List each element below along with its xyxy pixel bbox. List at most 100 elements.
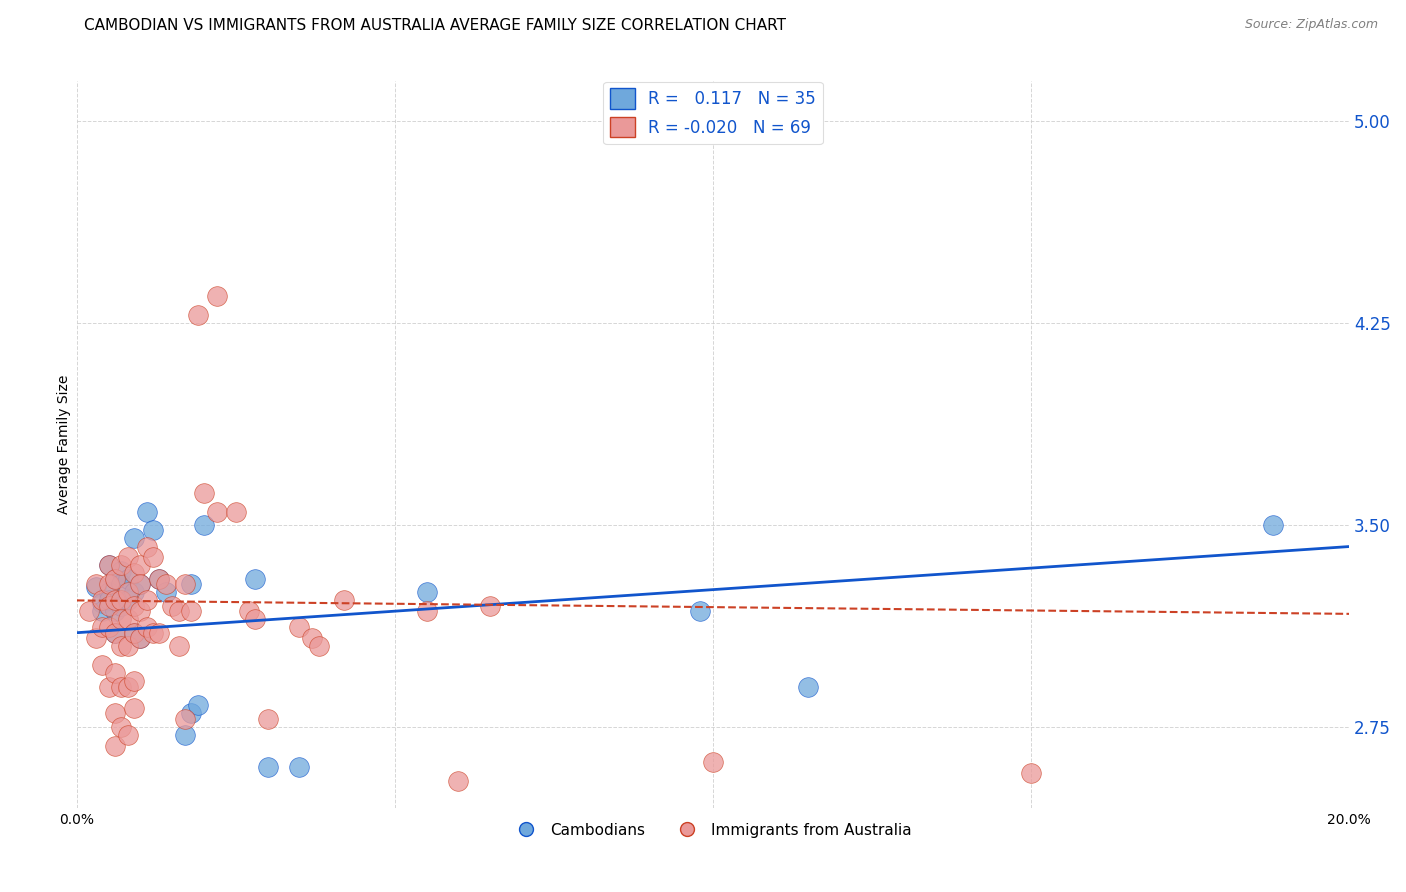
Immigrants from Australia [117,639,139,653]
Immigrants from Australia [91,658,114,673]
Immigrants from Australia [447,773,470,788]
Immigrants from Australia [160,599,183,613]
Immigrants from Australia [84,577,107,591]
Immigrants from Australia [155,577,177,591]
Cambodians [117,572,139,586]
Cambodians [122,625,145,640]
Y-axis label: Average Family Size: Average Family Size [58,375,72,514]
Cambodians [180,577,202,591]
Immigrants from Australia [129,577,152,591]
Immigrants from Australia [148,572,170,586]
Immigrants from Australia [104,572,127,586]
Immigrants from Australia [110,639,132,653]
Immigrants from Australia [104,625,127,640]
Immigrants from Australia [97,558,120,573]
Immigrants from Australia [174,577,197,591]
Cambodians [256,760,278,774]
Immigrants from Australia [104,706,127,721]
Cambodians [104,604,127,618]
Immigrants from Australia [205,504,228,518]
Immigrants from Australia [110,593,132,607]
Cambodians [104,572,127,586]
Cambodians [91,596,114,610]
Immigrants from Australia [415,604,437,618]
Immigrants from Australia [148,625,170,640]
Immigrants from Australia [225,504,247,518]
Immigrants from Australia [167,604,190,618]
Immigrants from Australia [84,631,107,645]
Cambodians [104,625,127,640]
Immigrants from Australia [97,680,120,694]
Immigrants from Australia [205,289,228,303]
Cambodians [288,760,311,774]
Immigrants from Australia [167,639,190,653]
Immigrants from Australia [129,631,152,645]
Immigrants from Australia [117,680,139,694]
Immigrants from Australia [104,739,127,753]
Text: Source: ZipAtlas.com: Source: ZipAtlas.com [1244,18,1378,31]
Cambodians [187,698,209,713]
Immigrants from Australia [238,604,260,618]
Cambodians [110,577,132,591]
Immigrants from Australia [256,712,278,726]
Immigrants from Australia [142,550,165,565]
Legend: Cambodians, Immigrants from Australia: Cambodians, Immigrants from Australia [509,816,917,844]
Immigrants from Australia [97,599,120,613]
Immigrants from Australia [1019,765,1042,780]
Immigrants from Australia [122,599,145,613]
Immigrants from Australia [187,308,209,322]
Immigrants from Australia [135,620,157,634]
Immigrants from Australia [79,604,101,618]
Cambodians [148,572,170,586]
Immigrants from Australia [702,755,724,769]
Immigrants from Australia [97,620,120,634]
Cambodians [110,564,132,578]
Immigrants from Australia [122,566,145,581]
Immigrants from Australia [135,540,157,554]
Immigrants from Australia [110,680,132,694]
Cambodians [193,518,215,533]
Immigrants from Australia [91,593,114,607]
Cambodians [135,504,157,518]
Cambodians [97,558,120,573]
Immigrants from Australia [91,620,114,634]
Immigrants from Australia [122,674,145,689]
Cambodians [142,524,165,538]
Immigrants from Australia [117,728,139,742]
Cambodians [415,585,437,599]
Immigrants from Australia [122,701,145,715]
Immigrants from Australia [308,639,330,653]
Cambodians [84,580,107,594]
Cambodians [155,585,177,599]
Cambodians [97,585,120,599]
Immigrants from Australia [117,585,139,599]
Cambodians [180,706,202,721]
Immigrants from Australia [104,666,127,681]
Cambodians [129,577,152,591]
Immigrants from Australia [110,720,132,734]
Cambodians [243,572,266,586]
Immigrants from Australia [142,625,165,640]
Immigrants from Australia [135,593,157,607]
Cambodians [1261,518,1284,533]
Immigrants from Australia [301,631,323,645]
Immigrants from Australia [110,558,132,573]
Cambodians [689,604,711,618]
Immigrants from Australia [117,612,139,626]
Immigrants from Australia [97,577,120,591]
Cambodians [122,532,145,546]
Cambodians [117,593,139,607]
Cambodians [97,593,120,607]
Cambodians [110,599,132,613]
Text: CAMBODIAN VS IMMIGRANTS FROM AUSTRALIA AVERAGE FAMILY SIZE CORRELATION CHART: CAMBODIAN VS IMMIGRANTS FROM AUSTRALIA A… [84,18,786,33]
Cambodians [174,728,197,742]
Immigrants from Australia [479,599,502,613]
Immigrants from Australia [129,604,152,618]
Immigrants from Australia [110,612,132,626]
Cambodians [91,604,114,618]
Immigrants from Australia [193,485,215,500]
Immigrants from Australia [288,620,311,634]
Cambodians [129,631,152,645]
Immigrants from Australia [129,558,152,573]
Cambodians [797,680,820,694]
